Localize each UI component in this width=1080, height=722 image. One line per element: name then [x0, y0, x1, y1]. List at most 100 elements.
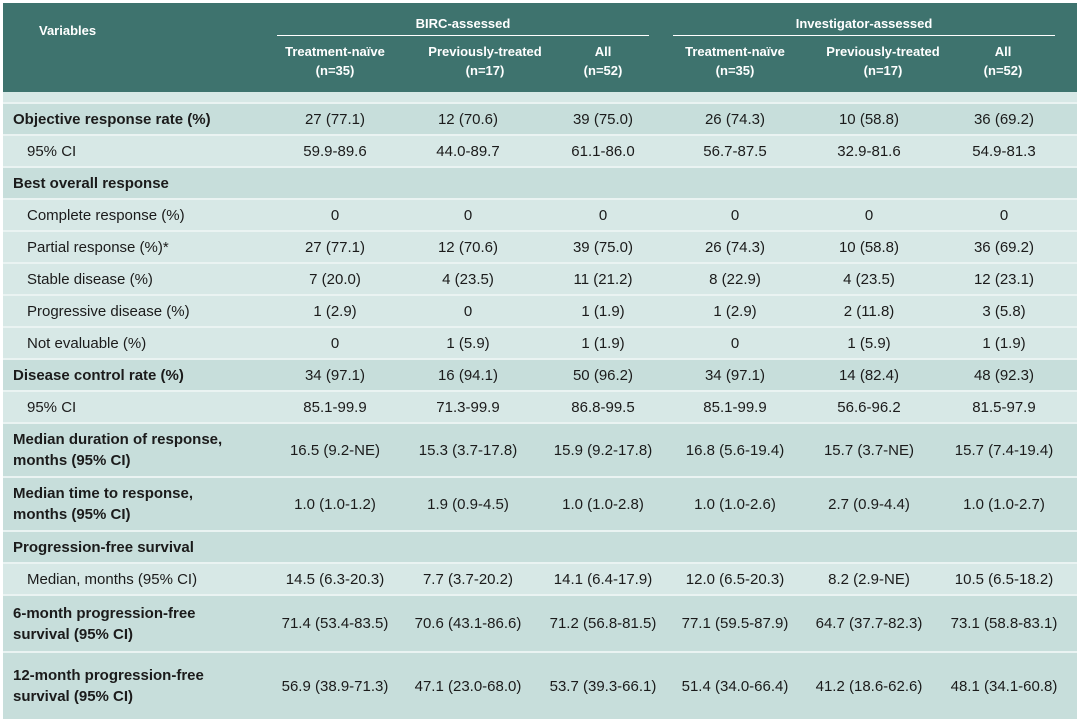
table-cell: 26 (74.3)	[704, 238, 766, 256]
table-cell	[937, 168, 1071, 198]
table-cell: 11 (21.2)	[573, 270, 633, 288]
row-label: Complete response (%)	[27, 206, 185, 224]
table-cell	[536, 168, 670, 198]
table-cell	[268, 532, 402, 562]
table-cell: 71.2 (56.8-81.5)	[549, 615, 657, 632]
row-label: 12-month progression-free survival (95% C…	[13, 653, 204, 719]
column-header-name: Previously-treated	[428, 44, 542, 59]
table-cell: 0	[330, 206, 340, 224]
table-cell: 4 (23.5)	[843, 270, 895, 288]
table-cell: 0	[864, 206, 874, 224]
table-cell: 1 (1.9)	[581, 334, 625, 352]
table-cell: 1.0 (1.0-2.6)	[694, 495, 776, 513]
table-row: 12-month progression-free survival (95% C…	[3, 651, 1077, 719]
table-cell: 4 (23.5)	[442, 270, 494, 288]
table-cell: 41.2 (18.6-62.6)	[815, 677, 923, 695]
variables-header: Variables	[39, 23, 97, 38]
table-cell: 14 (82.4)	[838, 366, 900, 384]
table-cell: 0	[598, 206, 608, 224]
row-label: Best overall response	[13, 174, 169, 192]
table-row: Objective response rate (%) 27 (77.1) 12 (…	[3, 102, 1077, 134]
table-cell	[668, 168, 802, 198]
table-cell: 56.6-96.2	[837, 398, 901, 416]
table-cell: 81.5-97.9	[972, 398, 1036, 416]
table-cell: 8 (22.9)	[709, 270, 761, 288]
table-cell	[401, 532, 535, 562]
table-cell: 15.3 (3.7-17.8)	[418, 441, 518, 459]
table-row: Partial response (%)* 27 (77.1) 12 (70.6) 3…	[3, 230, 1077, 262]
table-cell: 0	[330, 334, 340, 352]
table-cell: 15.7 (7.4-19.4)	[954, 441, 1054, 459]
table-cell	[536, 532, 670, 562]
table-cell: 15.7 (3.7-NE)	[823, 441, 915, 459]
column-header-name: Previously-treated	[826, 44, 940, 59]
table-cell: 44.0-89.7	[436, 142, 500, 160]
row-label: 95% CI	[27, 142, 77, 160]
table-cell: 34 (97.1)	[704, 366, 766, 384]
table-cell	[937, 532, 1071, 562]
table-cell: 53.7 (39.3-66.1)	[549, 677, 657, 695]
table-cell: 85.1-99.9	[303, 398, 367, 416]
table-cell	[802, 532, 936, 562]
row-label: Median time to response, months (95% CI)	[13, 478, 193, 530]
group-header-birc: BIRC-assessed	[415, 16, 511, 31]
row-label: 95% CI	[27, 398, 77, 416]
table-cell: 48 (92.3)	[973, 366, 1035, 384]
row-label: Progression-free survival	[13, 538, 194, 556]
results-table: Variables BIRC-assessed Investigator-ass…	[3, 3, 1077, 719]
table-row: Best overall response	[3, 166, 1077, 198]
table-cell: 27 (77.1)	[304, 110, 366, 128]
table-cell: 7.7 (3.7-20.2)	[422, 570, 514, 588]
row-label: Partial response (%)*	[27, 238, 169, 256]
table-cell: 0	[730, 206, 740, 224]
table-cell: 77.1 (59.5-87.9)	[681, 615, 789, 632]
table-cell: 3 (5.8)	[982, 302, 1026, 320]
table-cell: 61.1-86.0	[571, 142, 635, 160]
table-cell: 27 (77.1)	[304, 238, 366, 256]
table-cell: 12 (70.6)	[437, 238, 499, 256]
table-cell: 73.1 (58.8-83.1)	[950, 615, 1058, 632]
table-cell: 1.9 (0.9-4.5)	[427, 495, 509, 513]
table-cell: 8.2 (2.9-NE)	[828, 570, 910, 588]
table-cell: 1 (5.9)	[446, 334, 490, 352]
row-label-line: months (95% CI)	[13, 506, 131, 523]
row-label-line: survival (95% CI)	[13, 688, 134, 705]
table-cell	[802, 168, 936, 198]
table-cell: 1 (2.9)	[713, 302, 757, 320]
table-cell: 85.1-99.9	[703, 398, 767, 416]
table-cell	[401, 168, 535, 198]
column-header-n: (n=52)	[983, 63, 1023, 78]
table-cell: 10.5 (6.5-18.2)	[954, 570, 1054, 588]
column-header-n: (n=17)	[863, 63, 903, 78]
table-cell: 0	[730, 334, 740, 352]
table-cell: 1.0 (1.0-1.2)	[294, 495, 376, 513]
table-cell: 56.9 (38.9-71.3)	[281, 677, 389, 695]
table-row: Not evaluable (%) 0 1 (5.9) 1 (1.9) 0 1 (5.9)…	[3, 326, 1077, 358]
column-header-n: (n=17)	[465, 63, 505, 78]
row-label: 6-month progression-free survival (95% CI…	[13, 596, 196, 651]
column-header-name: Treatment-naïve	[285, 44, 385, 59]
row-label: Not evaluable (%)	[27, 334, 147, 352]
column-header-n: (n=35)	[315, 63, 355, 78]
table-cell: 26 (74.3)	[704, 110, 766, 128]
row-label-line: Median time to response,	[13, 485, 194, 502]
table-cell: 64.7 (37.7-82.3)	[815, 615, 923, 632]
column-header-n: (n=52)	[583, 63, 623, 78]
table-cell: 1 (2.9)	[313, 302, 357, 320]
row-label-line: Median duration of response,	[13, 431, 223, 448]
row-label-line: 6-month progression-free	[13, 604, 196, 622]
table-row: Median duration of response, months (95% …	[3, 422, 1077, 476]
row-label-line: 12-month progression-free	[13, 667, 204, 684]
table-cell: 39 (75.0)	[572, 238, 634, 256]
row-label: Median duration of response, months (95% …	[13, 424, 222, 476]
table-cell: 48.1 (34.1-60.8)	[950, 677, 1058, 695]
table-row: Disease control rate (%) 34 (97.1) 16 (94.…	[3, 358, 1077, 390]
table-cell: 12.0 (6.5-20.3)	[685, 570, 785, 588]
table-cell: 1 (5.9)	[847, 334, 891, 352]
table-cell: 16.8 (5.6-19.4)	[685, 441, 785, 459]
table-row: Median time to response, months (95% CI) 1…	[3, 476, 1077, 530]
table-row: Progression-free survival	[3, 530, 1077, 562]
table-cell: 1 (1.9)	[982, 334, 1026, 352]
table-cell: 1.0 (1.0-2.7)	[963, 495, 1045, 513]
table-cell	[268, 168, 402, 198]
